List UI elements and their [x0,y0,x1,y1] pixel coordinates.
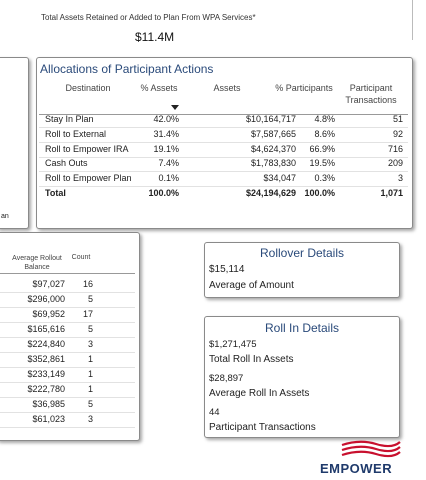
table-cell: $69,952 [32,309,65,319]
table-cell: 42.0% [153,114,179,124]
card-label: Average Roll In Assets [209,388,310,399]
column-header: Count [71,254,91,261]
table-cell: $61,023 [32,414,65,424]
table-cell: Stay In Plan [45,114,94,124]
card-label: Average of Amount [209,280,294,291]
row-rule [0,322,135,323]
row-rule [0,307,135,308]
table-cell: 1 [87,384,93,394]
table-cell: 0.3% [314,173,335,184]
table-cell: 66.9% [309,143,335,154]
row-rule [0,337,135,338]
row-rule [0,427,135,428]
card-value: 44 [209,407,220,418]
table-cell: 3 [397,173,403,184]
kpi-value: $11.4M [135,30,175,44]
logo-text: EMPOWER [320,461,393,476]
table-cell: Roll to External [45,128,107,139]
table-cell: Roll to Empower Plan [45,173,132,184]
table-cell: $7,587,665 [250,128,296,139]
logo-flag [341,440,401,458]
card-label: Total Roll In Assets [209,354,294,365]
header-rule [0,273,135,274]
total-cell: 100.0% [148,188,179,198]
sort-arrow[interactable] [171,105,179,111]
allocations-panel: Allocations of Participant Actions Desti… [36,57,413,229]
table-cell: 17 [82,309,93,319]
total-cell: 100.0% [304,188,335,198]
table-cell: 5 [87,324,93,334]
card-value: $1,271,475 [209,339,257,350]
table-cell: 7.4% [158,158,179,169]
card-title: Roll In Details [264,321,340,335]
table-cell: 5 [87,294,93,304]
column-header: % Assets [140,83,178,93]
table-cell: Cash Outs [45,158,88,169]
cut-panel: an [0,57,29,229]
table-cell: Roll to Empower IRA [45,143,129,154]
row-rule [0,292,135,293]
card-title: Rollover Details [259,246,345,260]
table-cell: 4.8% [314,114,335,124]
row-rule [39,171,408,173]
table-cell: $97,027 [32,279,65,289]
card-label: Participant Transactions [209,422,316,433]
table-cell: $10,164,717 [245,114,296,124]
column-header: Average Rollout Balance [12,255,62,271]
column-header: Destination [65,83,111,93]
table-cell: 3 [87,414,93,424]
table-cell: 1 [87,369,93,379]
table-cell: 716 [387,143,403,154]
table-cell: 209 [387,158,403,169]
rollout-panel: Average Rollout Balance Count $97,027 16 $29… [0,232,140,441]
table-cell: 5 [87,399,93,409]
table-cell: 16 [82,279,93,289]
table-cell: 19.1% [153,143,179,154]
column-header: Assets [213,83,241,93]
total-cell: 1,071 [380,188,403,198]
table-cell: 31.4% [153,128,179,139]
table-cell: 3 [87,339,93,349]
table-cell: $1,783,830 [250,158,296,169]
row-rule [0,352,135,353]
row-rule [0,367,135,368]
row-rule [0,412,135,413]
table-cell: $224,840 [27,339,65,349]
row-rule [0,397,135,398]
rollover-details-card: Rollover Details $15,114 Average of Amou… [204,242,400,298]
row-rule [39,156,408,158]
total-cell: Total [45,188,66,198]
column-header: % Participants [275,83,333,93]
table-cell: $4,624,370 [250,143,296,154]
table-cell: $222,780 [27,384,65,394]
table-cell: $165,616 [27,324,65,334]
row-rule [39,186,408,188]
table-cell: 92 [392,128,403,139]
table-cell: $296,000 [27,294,65,304]
row-rule [39,141,408,143]
table-cell: 1 [87,354,93,364]
total-cell: $24,194,629 [245,188,296,198]
kpi-title: Total Assets Retained or Added to Plan F… [41,13,256,22]
table-cell: 51 [392,114,403,124]
card-value: $28,897 [209,373,244,384]
row-rule [39,127,408,128]
table-cell: $352,861 [27,354,65,364]
divider [412,0,413,40]
column-header: Participant Transactions [345,83,397,105]
header-rule [39,114,408,115]
row-rule [0,382,135,383]
table-cell: 8.6% [314,128,335,139]
table-cell: 0.1% [158,173,179,184]
card-value: $15,114 [209,264,245,275]
table-cell: $34,047 [263,173,296,184]
panel-title: Allocations of Participant Actions [40,62,214,76]
table-cell: $36,985 [32,399,65,409]
table-cell: $233,149 [27,369,65,379]
fragment-text: an [1,213,9,220]
roll-in-details-card: Roll In Details $1,271,475 Total Roll In … [204,316,400,438]
table-cell: 19.5% [309,158,335,169]
